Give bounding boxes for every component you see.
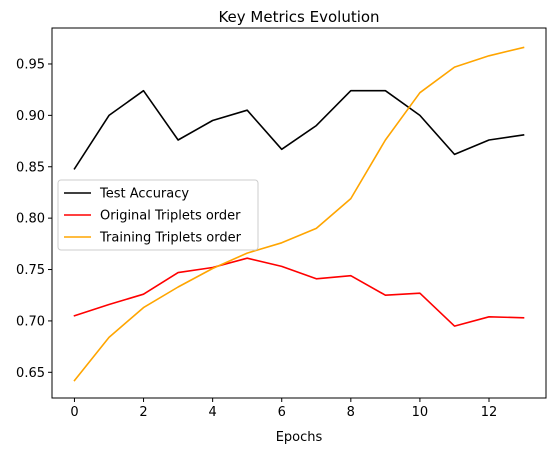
y-tick-label: 0.65 (16, 366, 45, 381)
x-axis-label: Epochs (276, 430, 323, 445)
x-axis-ticks: 0 2 4 6 8 10 12 (70, 398, 497, 420)
chart-title: Key Metrics Evolution (218, 8, 379, 26)
series-line-1 (73, 257, 525, 327)
y-axis-ticks: 0.65 0.70 0.75 0.80 0.85 0.90 0.95 (16, 57, 52, 381)
series-layer (73, 46, 525, 382)
x-tick-label: 10 (412, 405, 429, 420)
y-tick-label: 0.70 (16, 314, 45, 329)
x-tick-label: 2 (139, 405, 147, 420)
legend: Test Accuracy Original Triplets order Trai… (57, 179, 259, 251)
plot-area-frame (51, 27, 547, 399)
y-tick-label: 0.80 (16, 212, 45, 227)
x-tick-label: 6 (278, 405, 286, 420)
series-line-2 (73, 46, 525, 382)
legend-label: Test Accuracy (99, 187, 189, 202)
legend-box (57, 179, 259, 251)
series-line-0 (73, 89, 525, 170)
x-tick-label: 0 (70, 405, 78, 420)
y-tick-label: 0.85 (16, 160, 45, 175)
y-tick-label: 0.95 (16, 57, 45, 72)
y-tick-label: 0.90 (16, 109, 45, 124)
x-tick-label: 4 (208, 405, 216, 420)
legend-label: Training Triplets order (99, 231, 242, 246)
y-tick-label: 0.75 (16, 263, 45, 278)
x-tick-label: 12 (481, 405, 498, 420)
legend-label: Original Triplets order (100, 209, 241, 224)
x-tick-label: 8 (347, 405, 355, 420)
